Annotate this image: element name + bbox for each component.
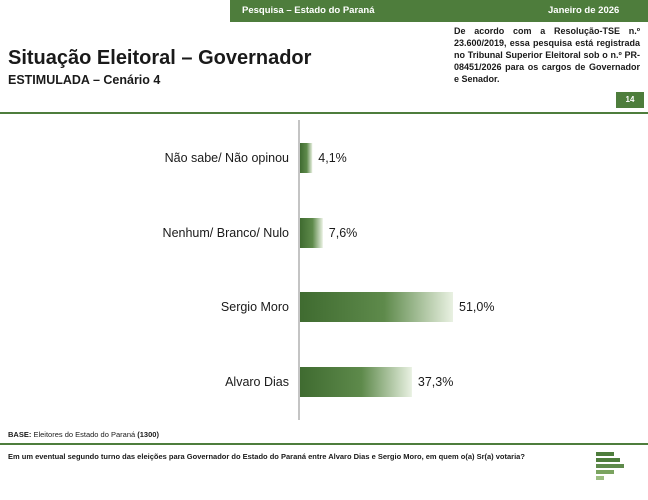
- category-label: Sergio Moro: [221, 300, 289, 314]
- category-label: Alvaro Dias: [225, 375, 289, 389]
- value-label: 4,1%: [318, 151, 347, 165]
- value-label: 51,0%: [459, 300, 494, 314]
- footer-divider: [0, 443, 648, 445]
- page-title: Situação Eleitoral – Governador: [8, 47, 312, 69]
- survey-label: Pesquisa – Estado do Paraná: [242, 5, 375, 16]
- value-label: 7,6%: [329, 226, 358, 240]
- value-label: 37,3%: [418, 375, 453, 389]
- bar: [300, 143, 313, 173]
- category-label: Nenhum/ Branco/ Nulo: [163, 226, 290, 240]
- base-text: Eleitores do Estado do Paraná: [33, 430, 136, 439]
- base-count: (1300): [137, 430, 159, 439]
- page-subtitle: ESTIMULADA – Cenário 4: [8, 73, 161, 87]
- survey-question: Em um eventual segundo turno das eleiçõe…: [8, 452, 525, 461]
- header-divider: [0, 112, 648, 114]
- legal-note: De acordo com a Resolução-TSE n.º 23.600…: [454, 26, 640, 84]
- base-note: BASE: Eleitores do Estado do Paraná (130…: [8, 430, 159, 439]
- survey-date: Janeiro de 2026: [548, 5, 620, 16]
- header-bar: Pesquisa – Estado do Paraná Janeiro de 2…: [230, 0, 648, 22]
- bar-chart: Não sabe/ Não opinou 4,1% Nenhum/ Branco/ …: [163, 120, 494, 420]
- category-label: Não sabe/ Não opinou: [165, 151, 289, 165]
- base-label: BASE:: [8, 430, 32, 439]
- company-logo: [596, 452, 624, 480]
- page-number-badge: 14: [616, 92, 644, 108]
- bar: [300, 218, 323, 248]
- bar: [300, 292, 453, 322]
- bar: [300, 367, 412, 397]
